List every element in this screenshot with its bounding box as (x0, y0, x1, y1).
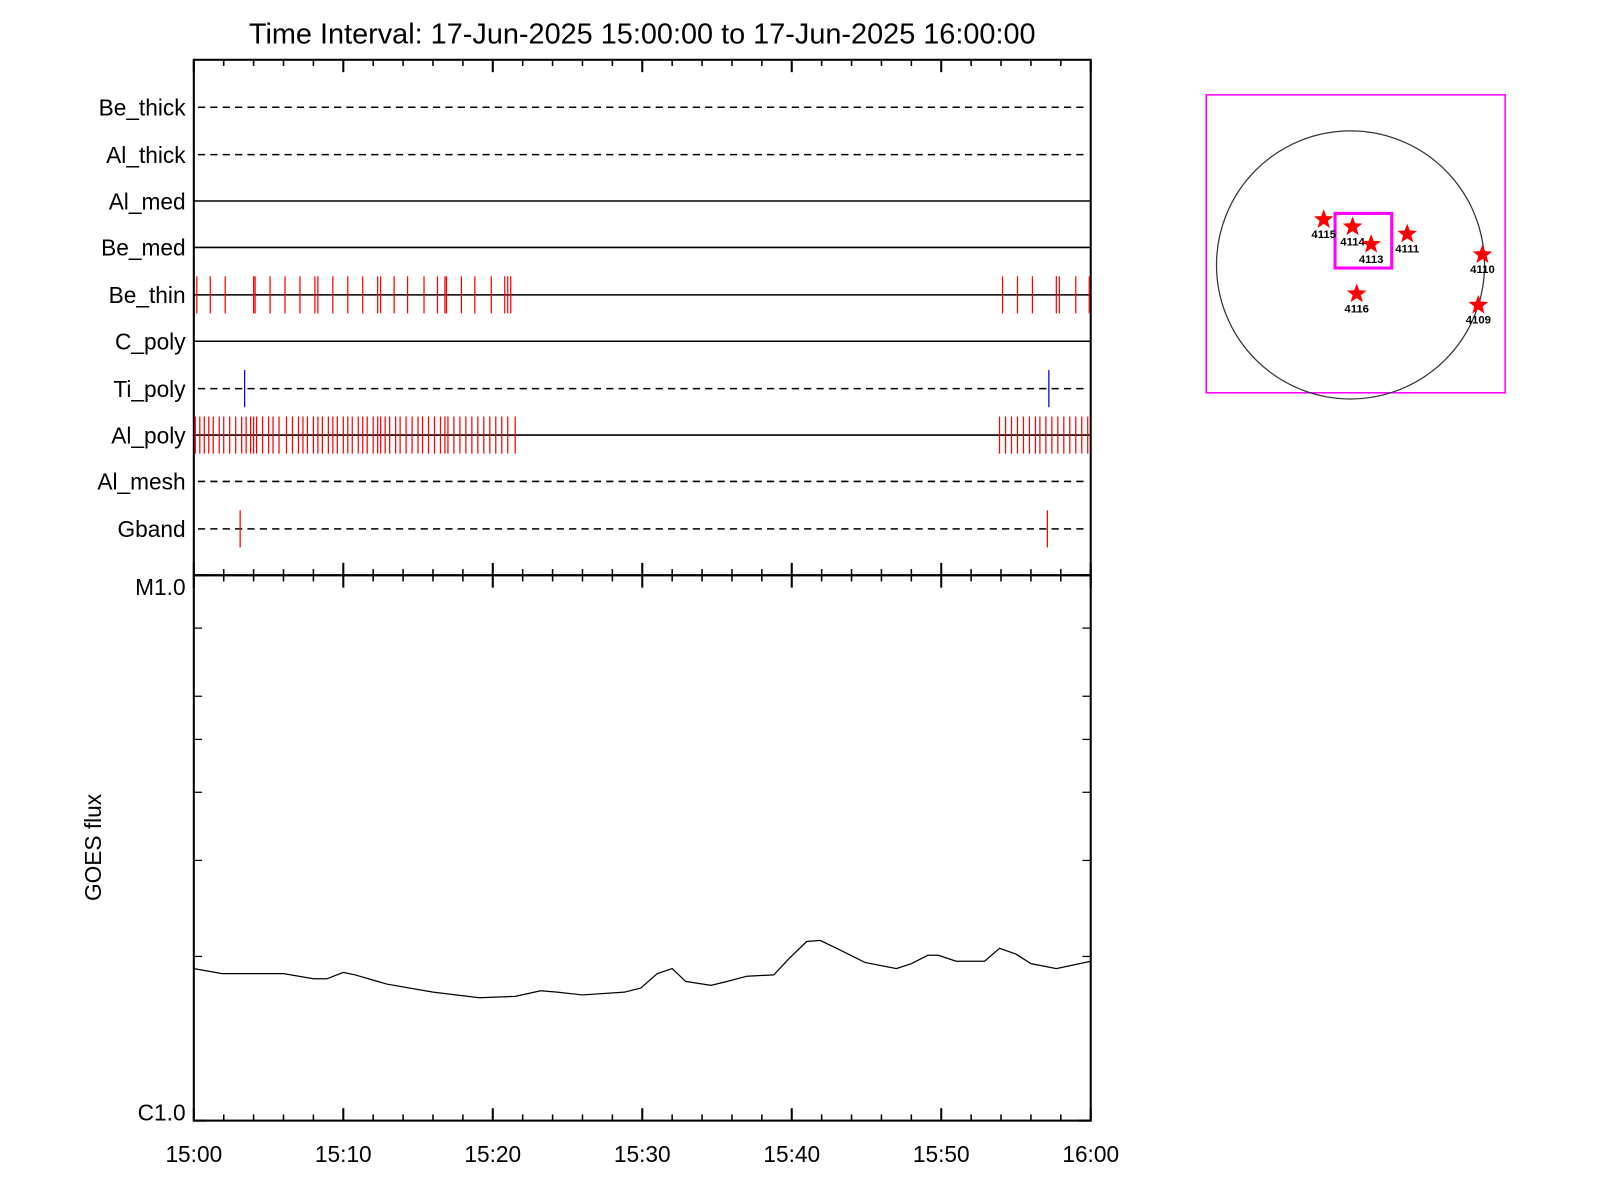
region-marker (1342, 216, 1363, 236)
x-tick-label: 15:30 (614, 1141, 671, 1167)
row-label: Be_thin (109, 282, 186, 308)
row-label: Al_thick (106, 142, 186, 168)
row-label: Ti_poly (113, 376, 186, 402)
row-label: Gband (117, 516, 185, 542)
region-marker (1472, 244, 1493, 263)
field-of-view (1333, 211, 1394, 270)
region-label: 4115 (1311, 229, 1336, 241)
goes-curve (193, 939, 1091, 999)
x-tick-label: 16:00 (1062, 1141, 1119, 1167)
region-marker (1361, 234, 1381, 253)
y-tick-label: M1.0 (135, 574, 185, 600)
y-axis-label: GOES flux (80, 793, 106, 901)
region-marker (1313, 209, 1334, 228)
x-tick-label: 15:00 (165, 1141, 222, 1167)
x-tick-label: 15:50 (913, 1141, 970, 1167)
x-tick-label: 15:20 (464, 1141, 521, 1167)
row-label: Al_med (109, 188, 186, 214)
x-tick-label: 15:40 (763, 1141, 820, 1167)
row-label: Be_med (101, 235, 185, 261)
region-marker (1346, 283, 1367, 303)
row-label: Al_mesh (97, 469, 185, 495)
y-tick-label: C1.0 (138, 1100, 186, 1126)
region-label: 4113 (1359, 254, 1384, 266)
map-frame (1205, 94, 1506, 394)
chart-title: Time Interval: 17-Jun-2025 15:00:00 to 1… (249, 18, 1036, 50)
region-marker (1397, 223, 1418, 243)
region-label: 4111 (1395, 244, 1419, 256)
region-label: 4109 (1466, 315, 1491, 327)
region-label: 4110 (1470, 264, 1495, 276)
solar-disk (1215, 130, 1486, 400)
x-tick-label: 15:10 (315, 1141, 372, 1167)
region-marker (1468, 294, 1489, 314)
region-label: 4114 (1340, 236, 1365, 248)
region-label: 4116 (1344, 303, 1369, 315)
row-label: Al_poly (111, 422, 186, 448)
row-label: Be_thick (99, 94, 187, 120)
row-label: C_poly (115, 328, 186, 354)
